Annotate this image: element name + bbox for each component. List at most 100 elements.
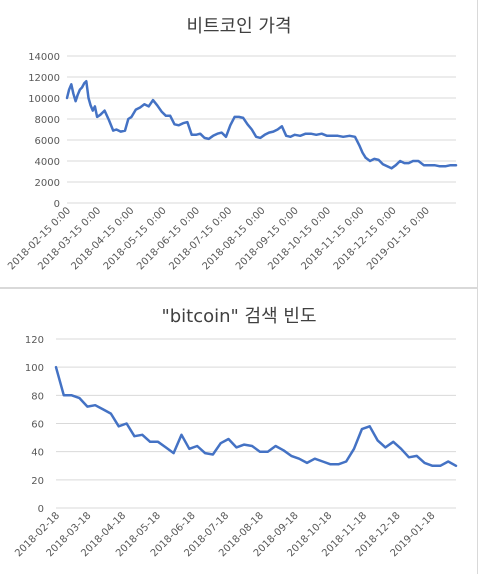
price-data-point xyxy=(195,134,197,136)
search-data-point xyxy=(377,439,379,441)
price-data-point xyxy=(225,136,227,138)
price-data-point xyxy=(85,80,87,82)
x-tick-label: 2018-07-15 0:00 xyxy=(167,205,234,272)
y-tick-label: 60 xyxy=(31,420,44,431)
search-data-point xyxy=(267,451,269,453)
price-data-point xyxy=(365,157,367,159)
price-data-point xyxy=(390,167,393,169)
search-data-point xyxy=(212,453,214,456)
search-data-point xyxy=(227,438,230,440)
search-data-point xyxy=(314,458,316,460)
price-data-point xyxy=(143,103,145,105)
search-data-point xyxy=(110,413,112,415)
search-series-line xyxy=(54,365,458,468)
price-data-point xyxy=(444,165,446,167)
search-data-point xyxy=(118,425,120,427)
price-data-point xyxy=(331,135,333,137)
price-data-point xyxy=(87,97,90,99)
price-data-point xyxy=(120,131,122,133)
price-data-point xyxy=(156,104,158,106)
price-data-point xyxy=(289,136,292,138)
search-data-point xyxy=(455,465,457,467)
y-tick-label: 8000 xyxy=(35,115,60,126)
price-data-point xyxy=(161,111,163,113)
price-data-point xyxy=(455,164,457,166)
price-chart-svg: 020004000600080001000012000140002018-02-… xyxy=(6,52,458,272)
price-data-point xyxy=(399,160,401,162)
y-tick-label: 0 xyxy=(38,504,44,515)
price-data-point xyxy=(208,138,210,140)
x-tick-label: 2019-01-15 0:00 xyxy=(365,205,432,272)
search-data-point xyxy=(337,463,339,465)
price-data-point xyxy=(251,128,253,131)
search-data-point xyxy=(353,448,355,450)
price-data-point xyxy=(186,121,188,123)
price-data-point xyxy=(326,135,328,137)
search-data-point xyxy=(290,455,292,457)
price-data-point xyxy=(264,134,266,136)
price-data-point xyxy=(104,110,106,112)
x-tick-label: 2018-12-15 0:00 xyxy=(332,205,399,272)
price-data-point xyxy=(68,89,70,91)
search-data-point xyxy=(173,452,175,454)
search-data-point xyxy=(55,366,57,368)
price-data-point xyxy=(112,130,114,132)
search-data-point xyxy=(400,448,402,450)
search-data-point xyxy=(86,406,88,408)
price-data-point xyxy=(386,165,388,167)
search-data-point xyxy=(447,460,449,463)
search-data-point xyxy=(102,408,104,410)
price-data-point xyxy=(229,124,231,126)
search-chart-svg: 0204060801001202018-02-182018-03-182018-… xyxy=(13,335,458,559)
search-data-point xyxy=(392,441,394,443)
price-data-point xyxy=(70,83,72,85)
y-tick-label: 10000 xyxy=(28,94,60,105)
x-tick-label: 2018-10-15 0:00 xyxy=(266,205,333,272)
price-data-point xyxy=(66,97,68,99)
y-tick-label: 20 xyxy=(31,476,44,487)
search-data-point xyxy=(63,394,65,396)
price-data-point xyxy=(382,163,384,165)
price-data-point xyxy=(255,136,257,138)
price-data-point xyxy=(127,118,129,120)
price-series-line xyxy=(65,79,458,170)
price-data-point xyxy=(428,164,430,166)
price-data-point xyxy=(81,86,83,89)
y-tick-label: 4000 xyxy=(35,157,60,168)
price-data-point xyxy=(79,89,81,91)
price-data-point xyxy=(361,152,364,154)
price-data-point xyxy=(408,162,410,164)
price-data-point xyxy=(124,130,126,132)
price-data-point xyxy=(212,135,214,137)
price-data-point xyxy=(148,105,150,107)
search-data-point xyxy=(188,448,190,450)
search-data-point xyxy=(133,435,135,437)
chart-divider xyxy=(0,287,478,289)
price-data-point xyxy=(294,134,296,136)
search-data-point xyxy=(126,422,128,425)
search-data-point xyxy=(196,445,198,447)
y-tick-label: 2000 xyxy=(35,178,60,189)
search-data-point xyxy=(345,460,347,463)
price-data-point xyxy=(369,160,371,162)
search-data-point xyxy=(298,458,300,460)
price-data-point xyxy=(354,136,356,138)
y-tick-label: 6000 xyxy=(35,136,60,147)
price-data-point xyxy=(94,105,96,107)
price-data-point xyxy=(373,158,375,160)
price-data-point xyxy=(139,106,141,109)
price-data-point xyxy=(349,135,351,137)
price-data-point xyxy=(450,164,452,166)
price-data-point xyxy=(96,116,98,118)
price-data-point xyxy=(135,109,137,111)
price-data-point xyxy=(83,82,85,84)
search-data-point xyxy=(204,452,206,454)
price-data-point xyxy=(358,144,360,146)
price-data-point xyxy=(433,164,436,166)
y-tick-label: 80 xyxy=(31,391,44,402)
price-data-point xyxy=(281,125,283,127)
search-data-point xyxy=(235,446,237,448)
search-data-point xyxy=(306,462,308,464)
price-data-point xyxy=(238,116,240,118)
search-data-point xyxy=(220,442,222,444)
